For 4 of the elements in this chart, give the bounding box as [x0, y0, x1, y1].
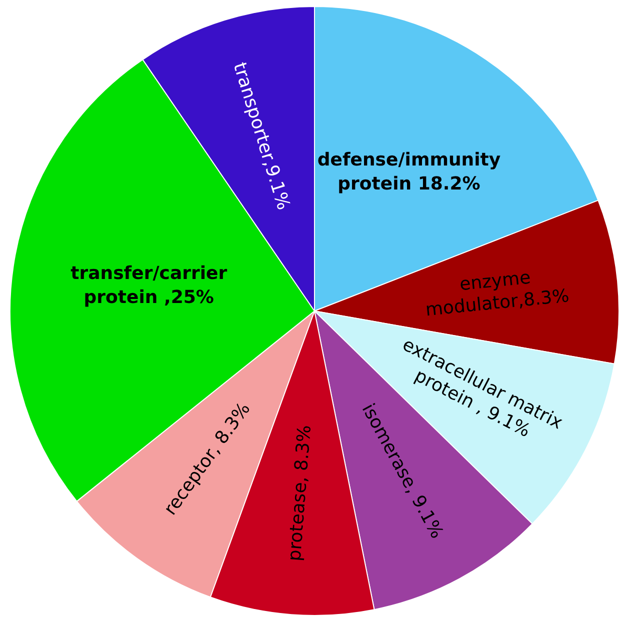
slice-label: transfer/carrier protein ,25%: [70, 262, 228, 308]
slice-label: protease, 8.3%: [284, 424, 316, 562]
slice-label: enzyme modulator,8.3%: [424, 267, 570, 321]
slice-label: defense/immunity protein 18.2%: [317, 149, 501, 194]
